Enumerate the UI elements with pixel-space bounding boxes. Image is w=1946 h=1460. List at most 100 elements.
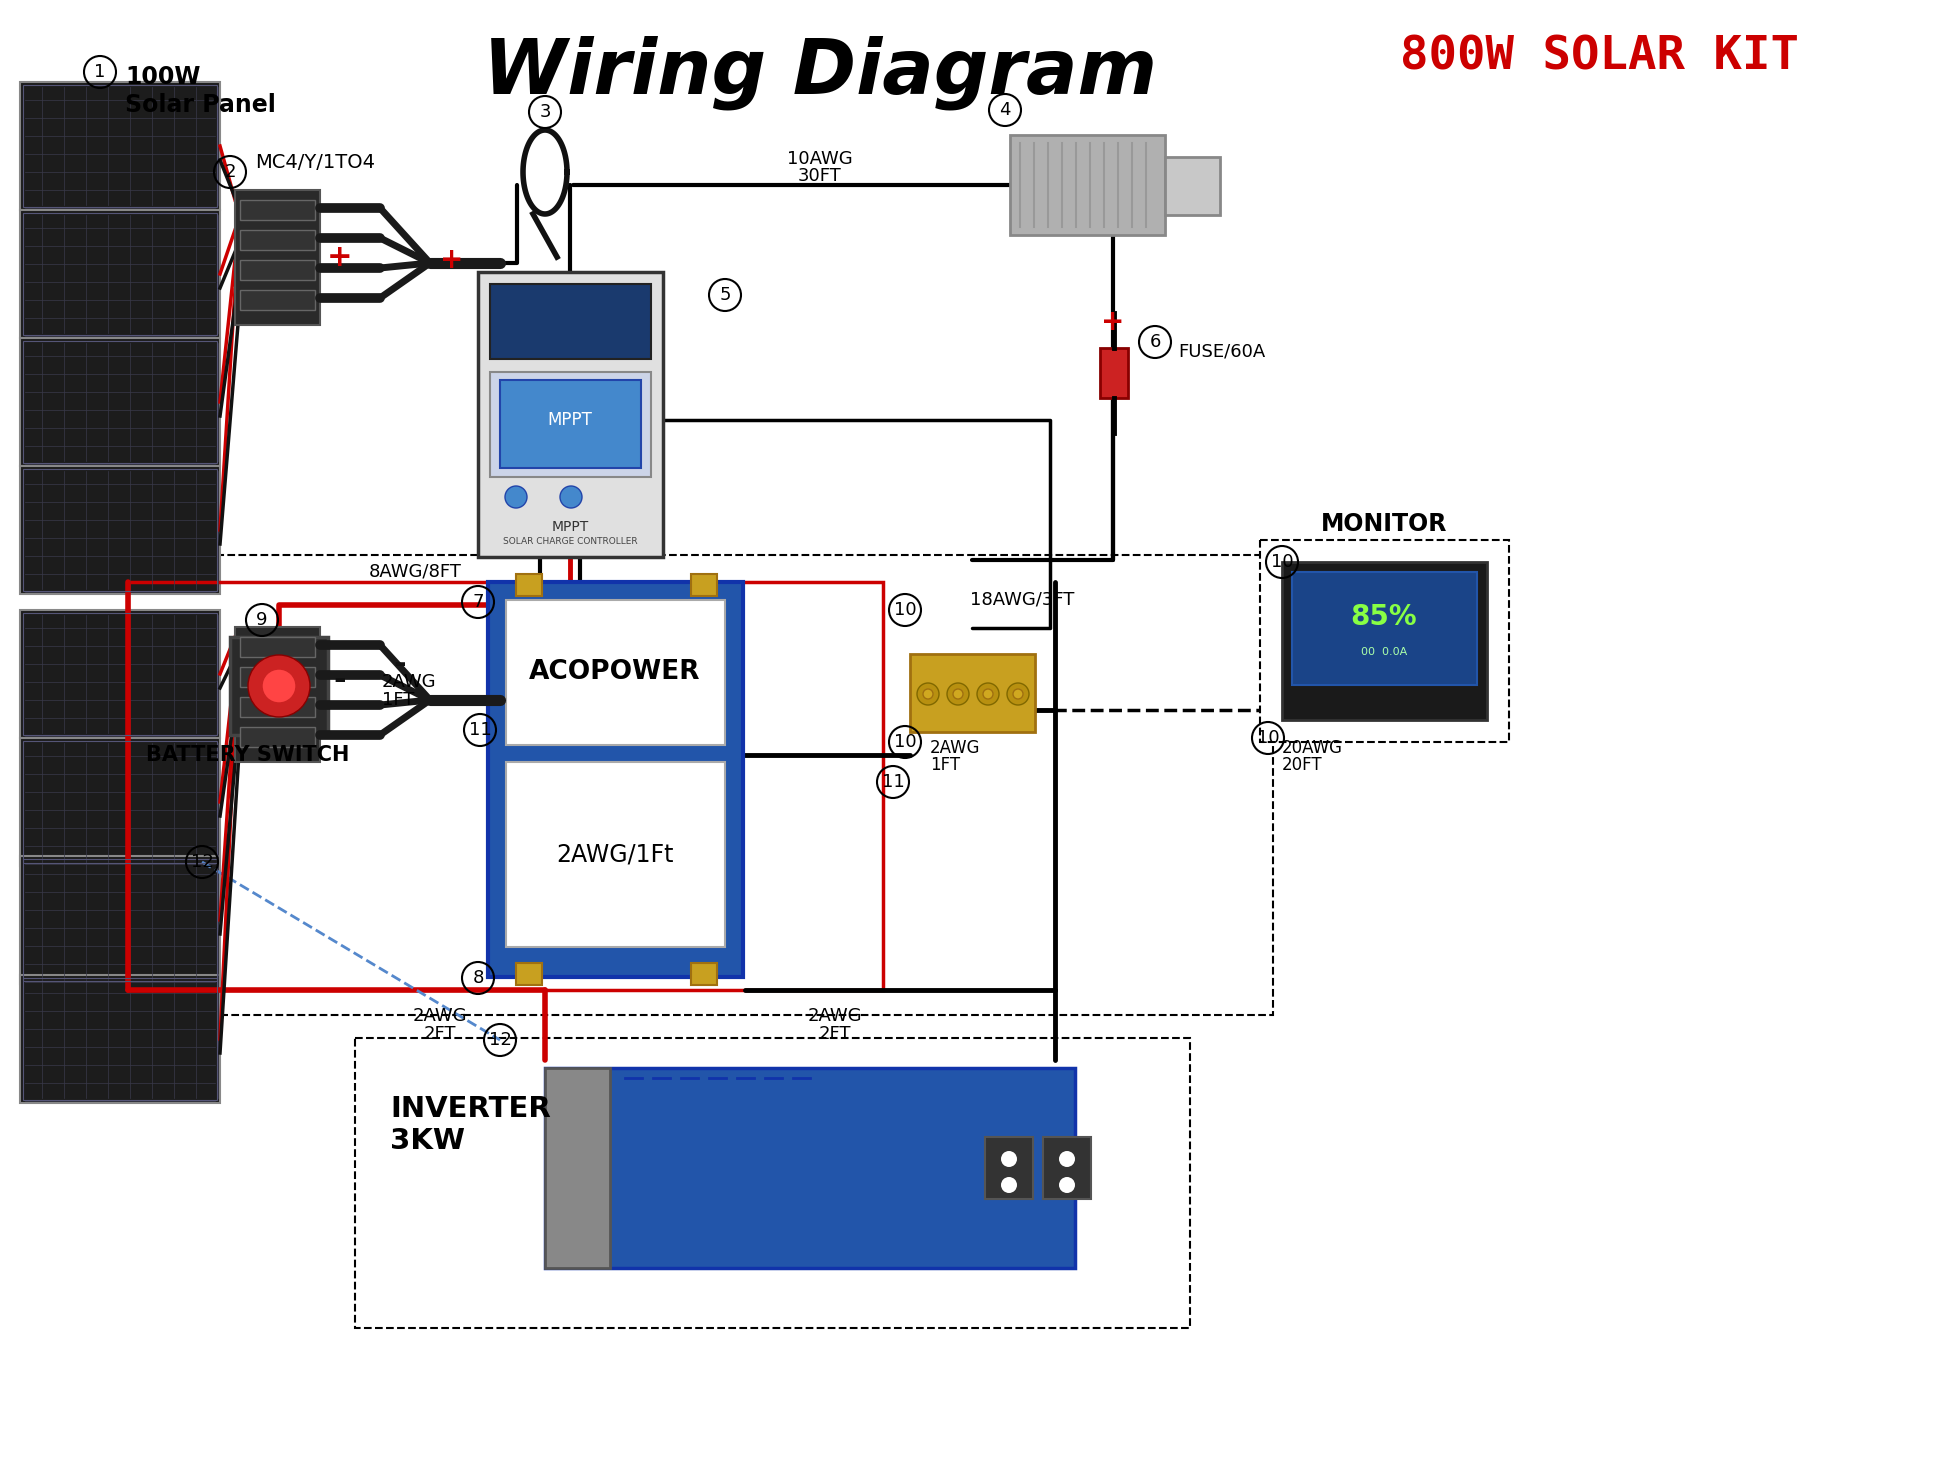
FancyBboxPatch shape (19, 737, 220, 866)
FancyBboxPatch shape (239, 231, 315, 250)
FancyBboxPatch shape (911, 654, 1035, 731)
Text: -: - (333, 666, 346, 695)
Circle shape (954, 689, 963, 699)
Text: 10: 10 (1257, 729, 1279, 748)
Circle shape (263, 669, 296, 704)
Text: 10AWG: 10AWG (788, 150, 852, 168)
Text: 9: 9 (257, 610, 269, 629)
Text: 1FT: 1FT (930, 756, 959, 774)
FancyBboxPatch shape (19, 466, 220, 594)
Text: 2AWG: 2AWG (413, 1007, 467, 1025)
FancyBboxPatch shape (239, 291, 315, 310)
FancyBboxPatch shape (239, 696, 315, 717)
Circle shape (977, 683, 998, 705)
Text: MC4/Y/1TO4: MC4/Y/1TO4 (255, 153, 376, 172)
Text: 20FT: 20FT (1282, 756, 1323, 774)
Text: 1: 1 (93, 63, 105, 80)
Circle shape (1000, 1177, 1018, 1193)
FancyBboxPatch shape (985, 1137, 1033, 1199)
Circle shape (917, 683, 940, 705)
Text: SOLAR CHARGE CONTROLLER: SOLAR CHARGE CONTROLLER (502, 537, 636, 546)
Circle shape (247, 656, 309, 717)
FancyBboxPatch shape (506, 600, 726, 745)
Text: 10: 10 (893, 602, 917, 619)
FancyBboxPatch shape (230, 637, 329, 734)
Text: 2FT: 2FT (424, 1025, 455, 1042)
FancyBboxPatch shape (490, 285, 652, 359)
Text: -: - (393, 651, 407, 679)
FancyBboxPatch shape (19, 339, 220, 466)
Text: 11: 11 (882, 772, 905, 791)
FancyBboxPatch shape (1166, 158, 1220, 215)
Circle shape (948, 683, 969, 705)
Circle shape (1006, 683, 1029, 705)
Text: MPPT: MPPT (551, 520, 588, 534)
FancyBboxPatch shape (239, 667, 315, 688)
FancyBboxPatch shape (239, 727, 315, 748)
Text: MPPT: MPPT (547, 412, 592, 429)
FancyBboxPatch shape (1292, 572, 1477, 685)
FancyBboxPatch shape (235, 626, 319, 762)
Text: INVERTER
3KW: INVERTER 3KW (389, 1095, 551, 1155)
Circle shape (1014, 689, 1024, 699)
Text: +: + (1101, 308, 1125, 336)
Text: 18AWG/3FT: 18AWG/3FT (969, 591, 1074, 609)
FancyBboxPatch shape (545, 1069, 609, 1267)
Text: 00  0.0A: 00 0.0A (1360, 647, 1407, 657)
Text: 11: 11 (469, 721, 492, 739)
FancyBboxPatch shape (479, 272, 664, 558)
FancyBboxPatch shape (19, 610, 220, 737)
FancyBboxPatch shape (488, 583, 743, 977)
FancyBboxPatch shape (239, 200, 315, 220)
Text: +: + (327, 244, 352, 273)
FancyBboxPatch shape (516, 964, 543, 986)
Text: 1FT: 1FT (381, 691, 414, 710)
Text: 4: 4 (998, 101, 1010, 120)
Text: 8AWG/8FT: 8AWG/8FT (368, 564, 461, 581)
Text: 10: 10 (1271, 553, 1294, 571)
Text: 2AWG: 2AWG (808, 1007, 862, 1025)
Text: 2FT: 2FT (819, 1025, 850, 1042)
Text: MONITOR: MONITOR (1321, 512, 1448, 536)
Circle shape (983, 689, 992, 699)
Text: 2AWG: 2AWG (930, 739, 981, 756)
Text: ACOPOWER: ACOPOWER (529, 658, 701, 685)
Text: 100W
Solar Panel: 100W Solar Panel (125, 66, 276, 117)
Text: Wiring Diagram: Wiring Diagram (483, 35, 1158, 110)
Circle shape (922, 689, 932, 699)
Text: 8: 8 (473, 969, 485, 987)
Text: 5: 5 (720, 286, 732, 304)
FancyBboxPatch shape (1259, 540, 1508, 742)
Circle shape (1059, 1177, 1074, 1193)
Text: 2AWG/1Ft: 2AWG/1Ft (557, 842, 673, 866)
Text: 12: 12 (488, 1031, 512, 1048)
FancyBboxPatch shape (239, 637, 315, 657)
FancyBboxPatch shape (354, 1038, 1191, 1329)
Circle shape (506, 486, 527, 508)
Text: 2AWG: 2AWG (381, 673, 436, 691)
FancyBboxPatch shape (19, 82, 220, 210)
Text: 800W SOLAR KIT: 800W SOLAR KIT (1401, 35, 1800, 80)
Text: 7: 7 (473, 593, 485, 610)
FancyBboxPatch shape (239, 260, 315, 280)
FancyBboxPatch shape (19, 856, 220, 984)
FancyBboxPatch shape (500, 380, 640, 469)
FancyBboxPatch shape (691, 964, 716, 986)
FancyBboxPatch shape (1010, 134, 1166, 235)
Text: 3: 3 (539, 104, 551, 121)
Text: 10: 10 (893, 733, 917, 750)
FancyBboxPatch shape (490, 372, 652, 477)
FancyBboxPatch shape (19, 210, 220, 339)
Text: 20AWG: 20AWG (1282, 739, 1343, 756)
Text: 2: 2 (224, 164, 235, 181)
FancyBboxPatch shape (506, 762, 726, 948)
FancyBboxPatch shape (235, 190, 319, 326)
Text: +: + (440, 245, 463, 274)
Text: 30FT: 30FT (798, 166, 843, 185)
Text: 6: 6 (1150, 333, 1160, 350)
FancyBboxPatch shape (1043, 1137, 1092, 1199)
FancyBboxPatch shape (516, 574, 543, 596)
Circle shape (560, 486, 582, 508)
FancyBboxPatch shape (1282, 562, 1487, 720)
Text: BATTERY SWITCH: BATTERY SWITCH (146, 745, 350, 765)
